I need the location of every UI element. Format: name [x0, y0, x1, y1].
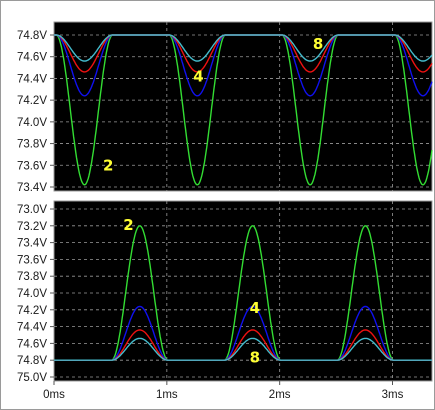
- y-tick-label: 73.4V: [17, 238, 47, 250]
- plot-area-top: [53, 21, 433, 192]
- y-tick-label: 73.6V: [17, 160, 47, 172]
- series-annotation-label: 4: [193, 68, 203, 86]
- y-tick-label: 74.4V: [17, 322, 47, 334]
- series-annotation-label: 2: [103, 157, 113, 175]
- series-line: [53, 337, 432, 361]
- series-annotation-label: 8: [313, 35, 323, 53]
- y-tick-label: 74.4V: [17, 73, 47, 85]
- y-tick-label: 73.0V: [17, 204, 47, 216]
- y-tick-label: 73.2V: [17, 221, 47, 233]
- y-tick-label: 74.2V: [17, 305, 47, 317]
- plot-area-bottom: [53, 200, 433, 382]
- y-tick-label: 73.8V: [17, 139, 47, 151]
- series-annotation-label: 4: [250, 299, 260, 317]
- y-tick-label: 74.6V: [17, 338, 47, 350]
- panel-top: 74.8V 74.6V 74.4V 74.2V 74.0V 73.8V 73.6V 73.4V…: [17, 21, 433, 194]
- series-line: [53, 305, 432, 361]
- x-tick-label: 1ms: [156, 389, 178, 401]
- y-tick-label: 75.0V: [17, 372, 47, 384]
- y-tick-label: 74.8V: [17, 355, 47, 367]
- x-tick-label: 2ms: [269, 389, 291, 401]
- x-tick-label: 0ms: [43, 389, 65, 401]
- y-tick-label: 74.6V: [17, 52, 47, 64]
- y-tick-label: 74.0V: [17, 288, 47, 300]
- y-tick-label: 73.6V: [17, 254, 47, 266]
- y-tick-label: 74.8V: [17, 30, 47, 42]
- series-annotation-label: 2: [123, 216, 133, 234]
- y-tick-label: 74.0V: [17, 117, 47, 129]
- series-line: [54, 34, 433, 62]
- series-annotation-label: 8: [250, 349, 260, 367]
- y-tick-label: 74.2V: [17, 95, 47, 107]
- y-tick-label: 73.4V: [17, 182, 47, 194]
- panel-bottom: 73.0V 73.2V 73.4V 73.6V 73.8V 74.0V 74.2V 74.4V…: [17, 200, 433, 401]
- series-line: [53, 225, 432, 361]
- y-tick-label: 73.8V: [17, 271, 47, 283]
- x-tick-label: 3ms: [382, 389, 404, 401]
